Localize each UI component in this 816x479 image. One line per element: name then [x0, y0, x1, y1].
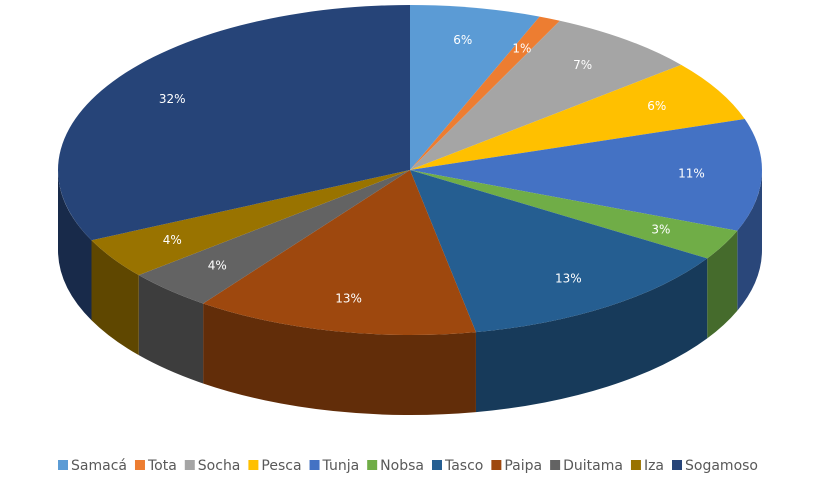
- slice: [57, 5, 410, 241]
- data-label: 1%: [512, 41, 531, 55]
- data-label: 6%: [647, 99, 666, 113]
- legend-swatch: [491, 460, 502, 470]
- legend-label: Sogamoso: [685, 458, 758, 474]
- slice-side: [737, 170, 762, 311]
- legend-label: Socha: [198, 458, 241, 474]
- data-label: 4%: [208, 259, 227, 273]
- data-label: 13%: [555, 272, 582, 286]
- pie-tops: [57, 5, 762, 335]
- slice: [410, 119, 762, 231]
- slice: [410, 64, 745, 170]
- slice-side: [91, 240, 139, 356]
- slice: [203, 170, 476, 335]
- legend-swatch: [672, 460, 683, 470]
- legend-swatch: [630, 460, 641, 470]
- legend-swatch: [309, 460, 320, 470]
- data-labels: 6% 1% 7% 6% 11% 3% 13% 13% 4% 4% 32%: [159, 33, 705, 305]
- slice-side: [475, 258, 708, 413]
- data-label: 6%: [453, 33, 472, 47]
- legend-label: Iza: [644, 458, 664, 474]
- data-label: 32%: [159, 92, 186, 106]
- legend-label: Samacá: [71, 458, 127, 474]
- slice: [410, 16, 560, 170]
- pie-sides: [58, 170, 762, 415]
- data-label: 13%: [335, 291, 362, 305]
- legend: Samacá Tota Socha Pesca Tunja Nobsa Tasco Paipa…: [58, 458, 758, 474]
- legend-swatch: [58, 460, 69, 470]
- legend-label: Tasco: [444, 458, 483, 474]
- legend-swatch: [248, 460, 259, 470]
- slice-side: [203, 303, 476, 415]
- legend-swatch: [184, 460, 195, 470]
- data-label: 7%: [573, 58, 592, 72]
- legend-swatch: [134, 460, 145, 470]
- legend-label: Tota: [147, 458, 177, 474]
- legend-label: Duitama: [563, 458, 623, 474]
- legend-label: Nobsa: [380, 458, 424, 474]
- slice: [410, 5, 540, 170]
- legend-label: Tunja: [322, 458, 360, 474]
- slice: [410, 170, 738, 259]
- legend-swatch: [550, 460, 561, 470]
- legend-label: Paipa: [504, 458, 542, 474]
- data-label: 4%: [163, 233, 182, 247]
- legend-swatch: [431, 460, 442, 470]
- slice: [91, 170, 410, 276]
- slice-side: [138, 275, 204, 384]
- slice-side: [707, 230, 738, 339]
- legend-label: Pesca: [261, 458, 301, 474]
- slice: [410, 20, 682, 170]
- data-label: 11%: [678, 167, 705, 181]
- legend-swatch: [367, 460, 378, 470]
- slice-side: [58, 170, 92, 321]
- slice: [410, 170, 708, 333]
- data-label: 3%: [651, 222, 670, 236]
- slice: [138, 170, 410, 304]
